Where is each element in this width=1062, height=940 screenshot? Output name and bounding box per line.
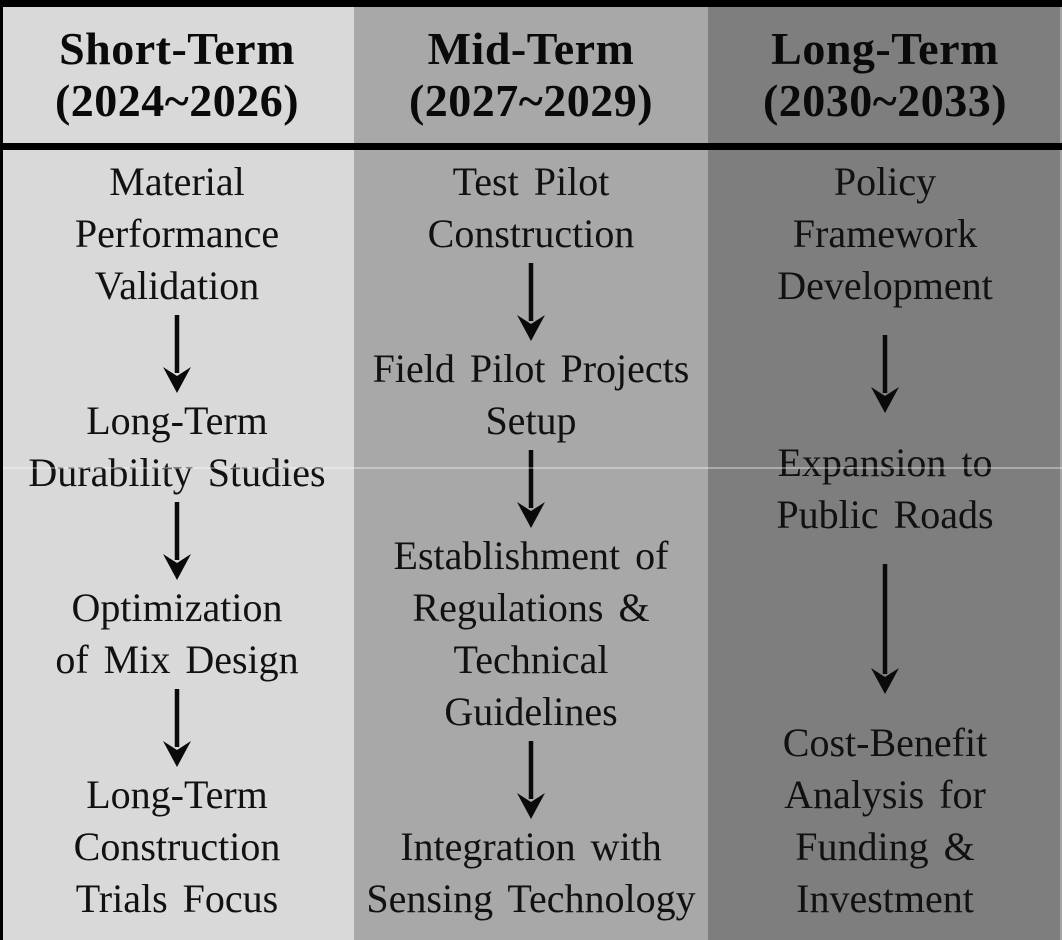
column-body-long-term: Policy Framework Development Expansion t…	[708, 150, 1062, 933]
column-short-term: Short-Term (2024~2026) Material Performa…	[0, 0, 354, 940]
column-title: Long-Term	[771, 23, 999, 74]
down-arrow-icon	[871, 563, 899, 694]
seam-line	[0, 467, 1062, 469]
down-arrow-icon	[517, 740, 545, 819]
column-long-term: Long-Term (2030~2033) Policy Framework D…	[708, 0, 1062, 940]
down-arrow-icon	[163, 501, 191, 580]
column-period: (2030~2033)	[762, 75, 1008, 126]
header-divider-rule	[0, 143, 1062, 150]
step-material-performance-validation: Material Performance Validation	[74, 159, 280, 308]
step-field-pilot-projects-setup: Field Pilot Projects Setup	[372, 346, 690, 443]
column-body-short-term: Material Performance Validation Long-Ter…	[0, 150, 354, 933]
down-arrow-icon	[163, 314, 191, 393]
column-header-mid-term: Mid-Term (2027~2029)	[354, 7, 708, 143]
down-arrow-icon	[517, 449, 545, 528]
column-title: Short-Term	[59, 23, 295, 74]
down-arrow-icon	[871, 335, 899, 414]
step-cost-benefit-analysis-for-funding-investment: Cost-Benefit Analysis for Funding & Inve…	[782, 720, 988, 921]
step-long-term-construction-trials-focus: Long-Term Construction Trials Focus	[73, 772, 281, 921]
right-edge-highlight	[1060, 0, 1062, 940]
step-long-term-durability-studies: Long-Term Durability Studies	[28, 398, 326, 495]
left-border-rule	[0, 0, 3, 940]
step-establishment-of-regulations-technical-guidelines: Establishment of Regulations & Technical…	[393, 533, 669, 734]
column-body-mid-term: Test Pilot Construction Field Pilot Proj…	[354, 150, 708, 933]
step-test-pilot-construction: Test Pilot Construction	[427, 159, 635, 256]
step-optimization-of-mix-design: Optimization of Mix Design	[55, 585, 299, 682]
column-mid-term: Mid-Term (2027~2029) Test Pilot Construc…	[354, 0, 708, 940]
column-period: (2027~2029)	[408, 75, 654, 126]
down-arrow-icon	[163, 688, 191, 767]
column-header-long-term: Long-Term (2030~2033)	[708, 7, 1062, 143]
step-policy-framework-development: Policy Framework Development	[777, 159, 993, 308]
column-period: (2024~2026)	[54, 75, 300, 126]
top-border-rule	[0, 0, 1062, 7]
step-integration-with-sensing-technology: Integration with Sensing Technology	[366, 824, 696, 921]
column-title: Mid-Term	[427, 23, 635, 74]
down-arrow-icon	[517, 262, 545, 341]
step-expansion-to-public-roads: Expansion to Public Roads	[776, 439, 994, 537]
column-header-short-term: Short-Term (2024~2026)	[0, 7, 354, 143]
